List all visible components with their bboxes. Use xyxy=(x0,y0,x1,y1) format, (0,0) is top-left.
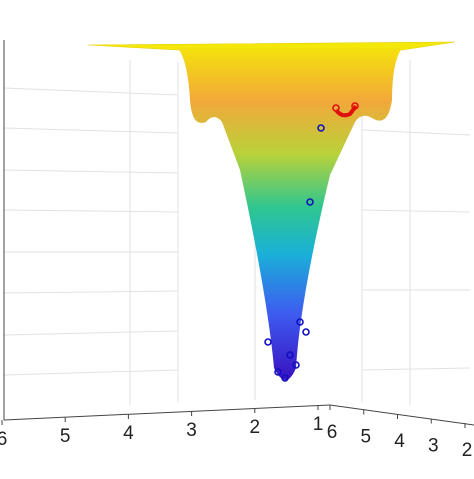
markers xyxy=(264,102,359,382)
y-tick-label: 6 xyxy=(327,422,338,443)
surface xyxy=(87,41,456,380)
x-tick-label: 6 xyxy=(0,429,7,450)
axes xyxy=(3,40,474,426)
y-tick-label: 2 xyxy=(462,440,473,461)
x-tick-label: 5 xyxy=(60,426,71,447)
x-tick-label: 4 xyxy=(123,423,134,444)
grid xyxy=(3,48,471,418)
x-tick-label: 1 xyxy=(313,414,324,435)
y-tick-label: 3 xyxy=(428,436,439,457)
y-tick-label: 5 xyxy=(360,427,371,448)
y-tick-label: 4 xyxy=(394,431,405,452)
x-tick-label: 3 xyxy=(186,420,197,441)
x-tick-label: 2 xyxy=(250,417,261,438)
